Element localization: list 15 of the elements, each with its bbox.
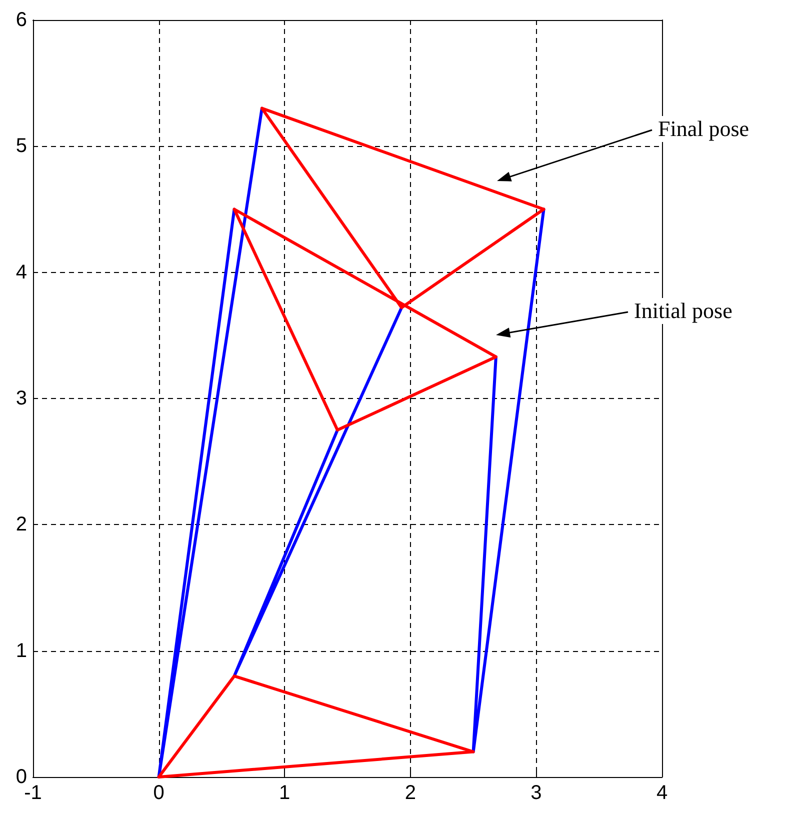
y-tick-label: 3 (16, 388, 27, 410)
y-tick-label: 6 (16, 9, 27, 31)
x-tick-label: 3 (530, 782, 542, 804)
x-tick-label: 0 (153, 782, 164, 804)
x-tick-label: -1 (24, 782, 42, 804)
y-tick-label: 0 (16, 766, 27, 788)
annotation: Initial pose (634, 298, 732, 324)
y-tick-label: 1 (16, 640, 27, 662)
x-tick-label: 1 (279, 782, 290, 804)
y-tick-label: 4 (16, 261, 27, 284)
annotation: Final pose (658, 116, 750, 142)
y-tick-label: 5 (16, 135, 27, 158)
x-tick-label: 4 (656, 782, 668, 804)
x-tick-label: 2 (404, 782, 416, 804)
y-tick-label: 2 (16, 514, 27, 536)
